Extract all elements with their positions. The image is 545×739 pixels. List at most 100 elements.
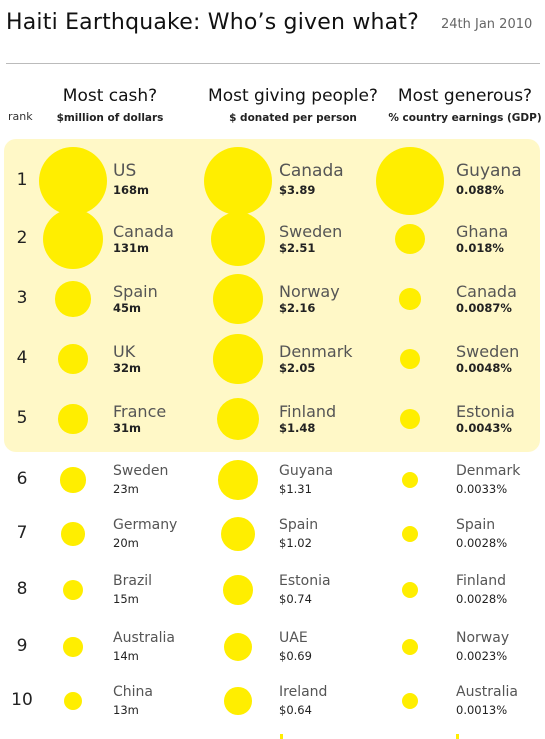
donation-value: $2.51 (279, 241, 316, 255)
country-name: Estonia (279, 573, 331, 589)
value-bubble (402, 639, 418, 655)
value-bubble (213, 334, 263, 384)
column-subheading: % country earnings (GDP) (388, 112, 542, 124)
rank-number: 8 (16, 579, 28, 599)
donation-value: $1.48 (279, 421, 316, 435)
country-name: UAE (279, 630, 308, 646)
country-name: Australia (113, 630, 175, 646)
value-bubble (210, 211, 266, 267)
donation-value: 168m (113, 183, 149, 197)
country-name: Spain (456, 517, 496, 533)
donation-value: 15m (113, 592, 139, 606)
value-bubble (223, 575, 253, 605)
country-name: Australia (456, 684, 518, 700)
country-name: Sweden (113, 463, 169, 479)
publish-date: 24th Jan 2010 (441, 17, 533, 32)
value-bubble (394, 223, 426, 255)
donation-value: 0.0087% (456, 301, 512, 315)
country-name: Guyana (456, 161, 522, 181)
continuation-mark (280, 734, 283, 739)
column-subheading: $million of dollars (56, 112, 164, 124)
value-bubble (58, 404, 88, 434)
value-bubble (400, 349, 420, 369)
donation-value: 45m (113, 301, 141, 315)
donation-value: 20m (113, 536, 139, 550)
country-name: Ireland (279, 684, 328, 700)
country-name: Ghana (456, 222, 509, 241)
rank-number: 7 (16, 523, 28, 543)
donation-value: 31m (113, 421, 141, 435)
rank-number: 2 (16, 228, 28, 248)
rank-number: 4 (16, 348, 28, 368)
donation-value: $0.69 (279, 649, 312, 663)
donation-value: $3.89 (279, 183, 316, 197)
country-name: Sweden (456, 342, 520, 361)
donation-value: 131m (113, 241, 149, 255)
country-name: Canada (456, 282, 517, 301)
value-bubble (376, 147, 444, 215)
value-bubble (55, 281, 91, 317)
value-bubble (218, 460, 258, 500)
country-name: Canada (113, 222, 174, 241)
rank-number: 9 (16, 636, 28, 656)
donation-value: $2.05 (279, 361, 316, 375)
value-bubble (63, 637, 83, 657)
value-bubble (402, 472, 418, 488)
column-subheading: $ donated per person (229, 112, 357, 124)
country-name: Canada (279, 161, 344, 181)
rank-number: 6 (16, 469, 28, 489)
country-name: US (113, 161, 137, 181)
country-name: Finland (456, 573, 507, 589)
country-name: Brazil (113, 573, 153, 589)
country-name: Norway (279, 282, 340, 301)
country-name: Denmark (279, 342, 353, 361)
donation-value: 0.0043% (456, 421, 512, 435)
value-bubble (224, 687, 252, 715)
donation-value: 0.018% (456, 241, 504, 255)
value-bubble (223, 632, 253, 662)
donation-value: $1.31 (279, 482, 312, 496)
country-name: Norway (456, 630, 510, 646)
column-heading: Most generous? (397, 86, 533, 106)
value-bubble (402, 693, 418, 709)
donation-value: 0.0013% (456, 703, 508, 717)
donation-value: 32m (113, 361, 141, 375)
country-name: France (113, 402, 167, 421)
header-divider (6, 63, 540, 64)
value-bubble (42, 208, 103, 269)
value-bubble (39, 147, 107, 215)
column-heading: Most cash? (62, 86, 158, 106)
donation-value: 0.0028% (456, 536, 508, 550)
rank-header: rank (8, 110, 33, 123)
country-name: Finland (279, 402, 337, 421)
donation-value: 23m (113, 482, 139, 496)
donation-value: $1.02 (279, 536, 312, 550)
value-bubble (63, 691, 83, 711)
country-name: China (113, 684, 153, 700)
donation-value: 0.0023% (456, 649, 508, 663)
country-name: UK (113, 342, 136, 361)
value-bubble (60, 467, 86, 493)
country-name: Spain (279, 517, 319, 533)
rank-number: 1 (16, 170, 28, 190)
value-bubble (220, 516, 256, 552)
value-bubble (402, 526, 418, 542)
country-name: Estonia (456, 402, 515, 421)
value-bubble (399, 288, 421, 310)
donation-value: $2.16 (279, 301, 316, 315)
country-name: Denmark (456, 463, 521, 479)
value-bubble (61, 522, 85, 546)
country-name: Spain (113, 282, 158, 301)
donation-value: 0.0033% (456, 482, 508, 496)
continuation-mark (456, 734, 459, 739)
donation-value: $0.74 (279, 592, 312, 606)
rank-number: 3 (16, 288, 28, 308)
donation-value: 13m (113, 703, 139, 717)
value-bubble (217, 398, 259, 440)
donation-value: 0.088% (456, 183, 504, 197)
donation-value: $0.64 (279, 703, 312, 717)
donation-value: 0.0048% (456, 361, 512, 375)
country-name: Sweden (279, 222, 343, 241)
value-bubble (400, 409, 420, 429)
